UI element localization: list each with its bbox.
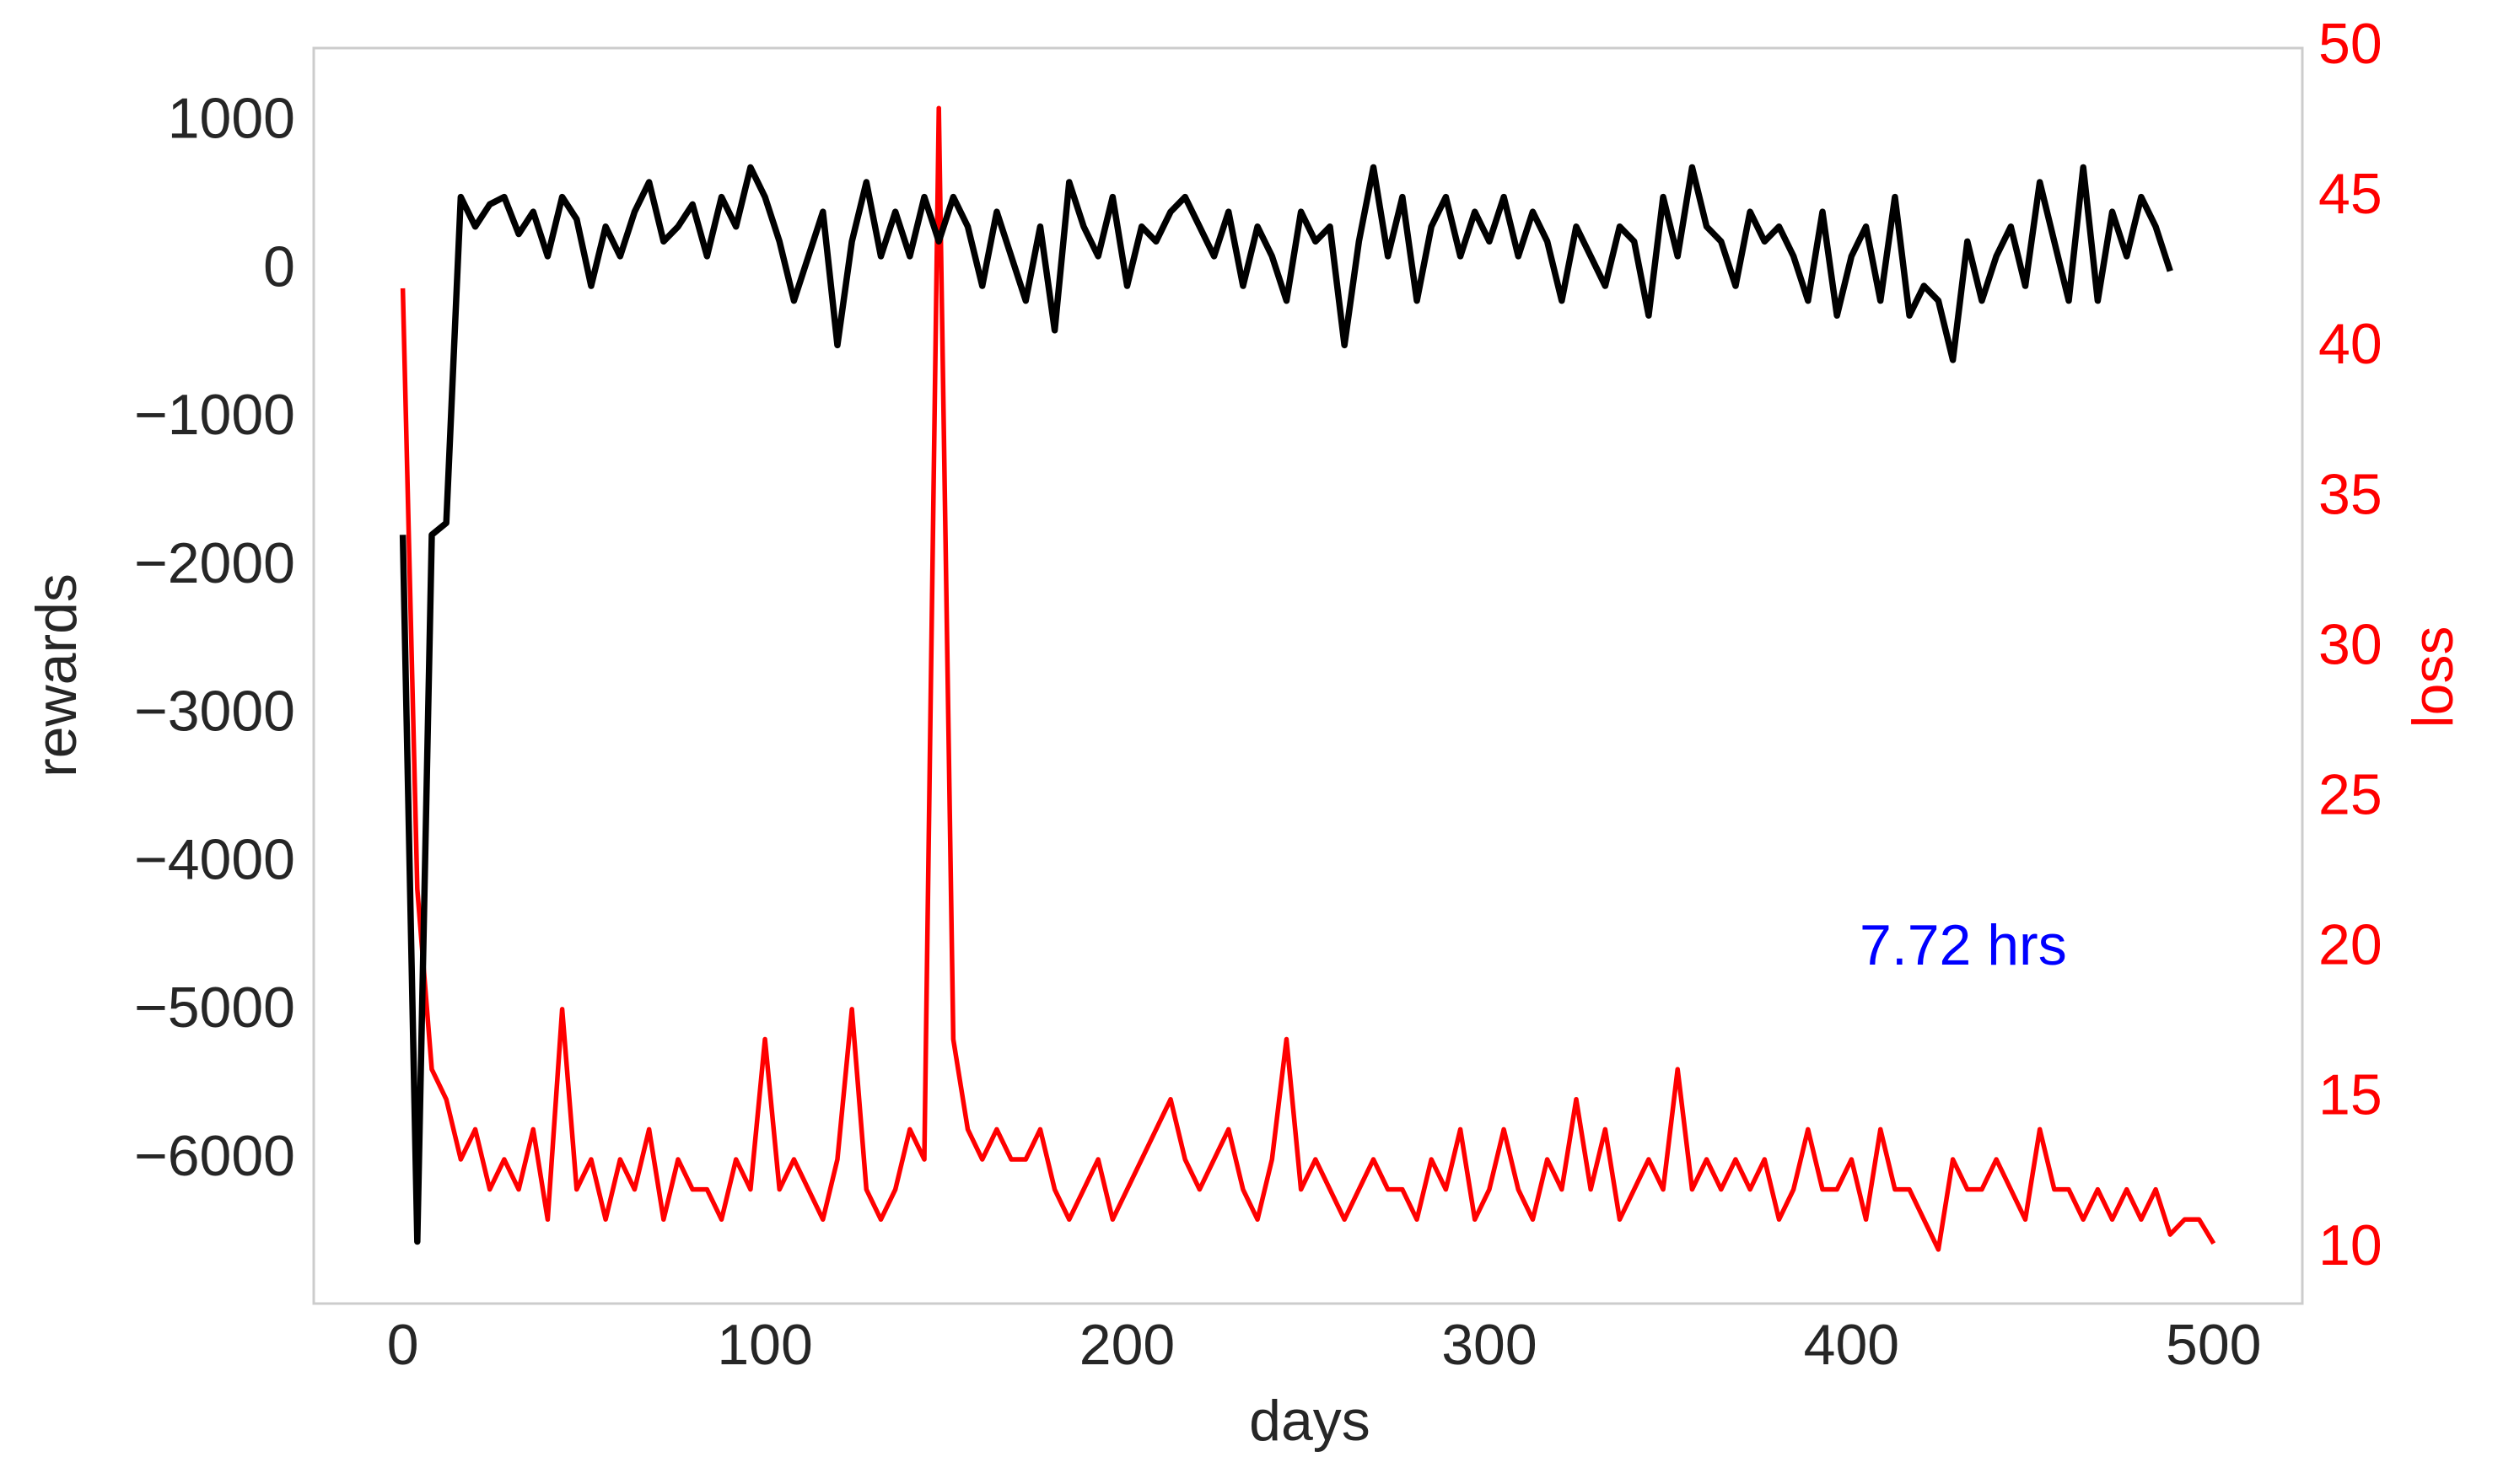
y2-tick-label: 20 xyxy=(2318,913,2382,977)
plot-frame xyxy=(312,46,2304,1305)
y2-tick-label: 50 xyxy=(2318,12,2382,76)
x-axis-label: days xyxy=(1249,1389,1370,1453)
y2-tick-label: 45 xyxy=(2318,162,2382,226)
x-tick-label: 500 xyxy=(2166,1313,2261,1377)
y-tick-label: −6000 xyxy=(134,1124,295,1188)
x-tick-label: 300 xyxy=(1441,1313,1537,1377)
x-tick-label: 100 xyxy=(717,1313,812,1377)
y-axis-label: rewards xyxy=(24,573,89,777)
x-tick-label: 200 xyxy=(1079,1313,1175,1377)
y2-axis-label: loss xyxy=(2401,626,2465,729)
annotation: 7.72 hrs xyxy=(1860,913,2067,977)
y-tick-label: −4000 xyxy=(134,827,295,891)
y-tick-label: 0 xyxy=(263,234,295,298)
y2-tick-label: 35 xyxy=(2318,462,2382,526)
x-tick-label: 0 xyxy=(387,1313,419,1377)
x-tick-label: 400 xyxy=(1804,1313,1899,1377)
line-rewards xyxy=(399,164,2173,1245)
y-tick-label: −2000 xyxy=(134,531,295,595)
line-loss xyxy=(400,105,2216,1252)
y-tick-label: −3000 xyxy=(134,680,295,744)
y2-tick-label: 25 xyxy=(2318,763,2382,827)
y-tick-label: −1000 xyxy=(134,383,295,447)
y2-tick-label: 40 xyxy=(2318,312,2382,376)
y2-tick-label: 30 xyxy=(2318,612,2382,676)
y2-tick-label: 15 xyxy=(2318,1063,2382,1127)
y-tick-label: −5000 xyxy=(134,976,295,1040)
y-tick-label: 1000 xyxy=(168,87,295,151)
y2-tick-label: 10 xyxy=(2318,1213,2382,1277)
